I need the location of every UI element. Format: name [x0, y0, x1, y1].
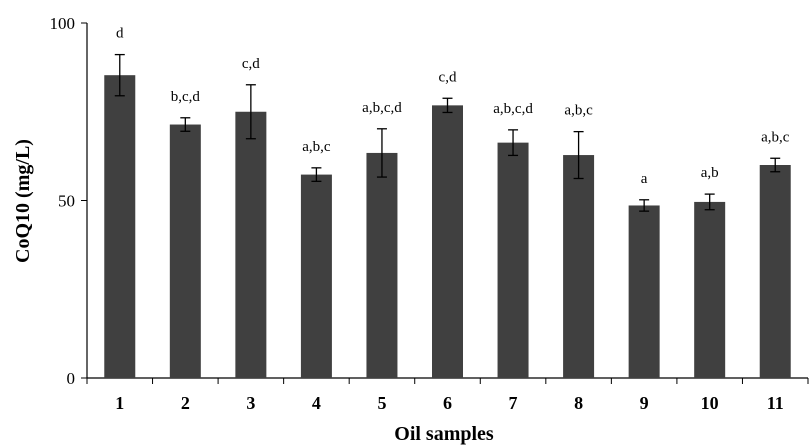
bars-layer [104, 75, 791, 379]
y-axis-title: CoQ10 (mg/L) [12, 139, 34, 263]
y-tick-label: 100 [50, 14, 76, 33]
bar-sample-10 [694, 201, 726, 378]
significance-label: a,b,c [564, 103, 593, 119]
bar-sample-11 [759, 165, 791, 378]
x-tick-label: 9 [640, 393, 649, 413]
x-tick-label: 11 [767, 393, 784, 413]
significance-label: a [641, 171, 648, 187]
labels-layer: d 1 b,c,d 2 c,d 3 a,b,c 4 a,b,c,d 5 c,d 6 a,b,c,d 7 a,… [115, 26, 789, 413]
bar-sample-5 [366, 152, 398, 378]
x-axis-title: Oil samples [394, 423, 494, 445]
x-tick-label: 2 [181, 393, 190, 413]
significance-label: a,b [701, 165, 719, 181]
x-tick-label: 7 [509, 393, 518, 413]
significance-label: a,b,c,d [362, 100, 402, 116]
axes-layer: 0 50 100 [50, 14, 809, 388]
bar-sample-3 [235, 111, 267, 378]
significance-label: a,b,c [302, 139, 331, 155]
bar-sample-4 [300, 174, 332, 378]
y-tick-label: 50 [58, 192, 75, 211]
x-tick-label: 3 [246, 393, 255, 413]
bar-sample-2 [169, 124, 201, 378]
significance-label: a,b,c [761, 129, 790, 145]
x-tick-label: 1 [115, 393, 124, 413]
bar-sample-7 [497, 142, 529, 378]
x-tick-label: 5 [377, 393, 386, 413]
bar-sample-1 [104, 75, 136, 378]
x-tick-label: 10 [701, 393, 719, 413]
significance-label: b,c,d [171, 89, 201, 105]
x-tick-label: 8 [574, 393, 583, 413]
error-bars-layer [114, 53, 781, 212]
bar-sample-9 [628, 205, 660, 378]
x-tick-label: 6 [443, 393, 452, 413]
significance-label: d [116, 26, 124, 42]
significance-label: c,d [242, 56, 260, 72]
significance-label: a,b,c,d [493, 101, 533, 117]
x-tick-label: 4 [312, 393, 321, 413]
significance-label: c,d [439, 69, 457, 85]
bar-sample-8 [563, 155, 595, 378]
y-tick-label: 0 [67, 369, 76, 388]
bar-sample-6 [432, 105, 463, 379]
